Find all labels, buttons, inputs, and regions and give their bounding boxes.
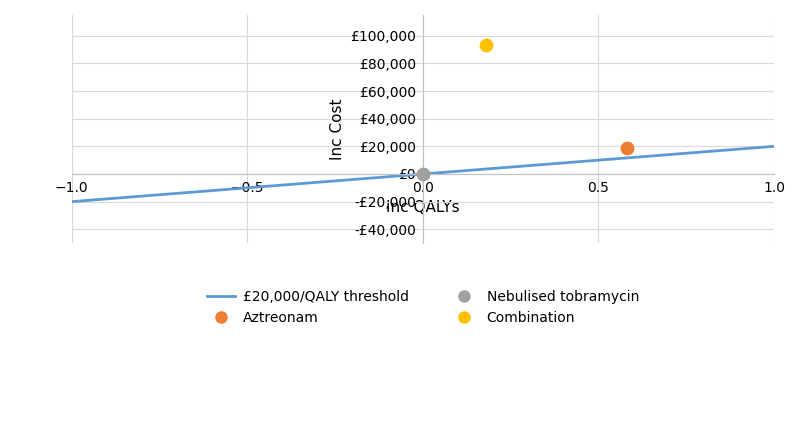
Point	[480, 42, 493, 49]
Legend: £20,000/QALY threshold, Aztreonam, Nebulised tobramycin, Combination: £20,000/QALY threshold, Aztreonam, Nebul…	[200, 283, 646, 332]
Point	[620, 144, 633, 151]
X-axis label: Inc QALYs: Inc QALYs	[386, 200, 460, 216]
Y-axis label: Inc Cost: Inc Cost	[330, 99, 345, 160]
Point	[417, 171, 430, 177]
